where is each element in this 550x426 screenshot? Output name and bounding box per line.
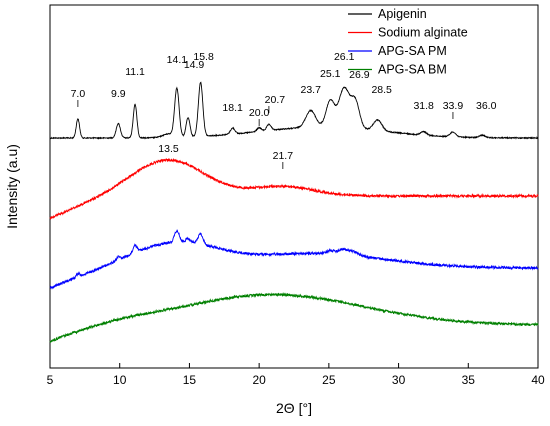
- x-tick-label: 40: [531, 373, 545, 387]
- peak-label: 36.0: [476, 100, 497, 112]
- x-axis-title: 2Θ [°]: [276, 400, 312, 416]
- x-tick-label: 5: [47, 373, 54, 387]
- peak-label: 25.1: [320, 68, 341, 80]
- legend-label: APG-SA PM: [378, 44, 447, 58]
- x-tick-label: 10: [113, 373, 127, 387]
- peak-label: 7.0: [71, 88, 86, 100]
- peak-label: 28.5: [371, 84, 392, 96]
- peak-label: 26.9: [349, 69, 370, 81]
- peak-label: 9.9: [111, 88, 126, 100]
- legend: Apigenin Sodium alginate APG-SA PM APG-SA B…: [348, 7, 468, 77]
- peak-label: 14.9: [184, 59, 205, 71]
- x-tick-label: 20: [252, 373, 266, 387]
- legend-label: APG-SA BM: [378, 63, 447, 77]
- peak-label: 20.7: [265, 94, 286, 106]
- peak-label: 26.1: [334, 51, 355, 63]
- series-line-3: [49, 229, 539, 290]
- y-axis-title: Intensity (a.u): [4, 144, 20, 229]
- x-tick-label: 30: [392, 373, 406, 387]
- peak-label: 18.1: [222, 102, 243, 114]
- x-axis-ticks: 5 10 15 20 25 30 35 40: [47, 363, 545, 387]
- peak-labels: 7.0 9.9 11.1 14.114.915.8 18.1 20.020.7 23.7 25…: [71, 51, 497, 169]
- peak-label: 33.9: [443, 100, 464, 112]
- x-tick-label: 35: [462, 373, 476, 387]
- peak-label: 31.8: [413, 100, 434, 112]
- series-group: [49, 81, 539, 344]
- peak-label: 23.7: [301, 84, 322, 96]
- x-tick-label: 15: [183, 373, 197, 387]
- peak-label: 15.8: [193, 51, 214, 63]
- legend-label: Sodium alginate: [378, 26, 468, 40]
- plot-area: [49, 4, 539, 369]
- peak-label: 11.1: [125, 66, 145, 78]
- peak-label: 21.7: [273, 150, 294, 162]
- peak-label: 20.0: [249, 107, 270, 119]
- series-line-4: [49, 292, 539, 344]
- peak-label: 13.5: [158, 143, 179, 155]
- peak-label: 14.1: [167, 54, 188, 66]
- x-tick-label: 25: [322, 373, 336, 387]
- series-line-1: [49, 81, 539, 140]
- plot-frame: [49, 4, 539, 369]
- series-line-2: [49, 157, 539, 220]
- legend-label: Apigenin: [378, 7, 427, 21]
